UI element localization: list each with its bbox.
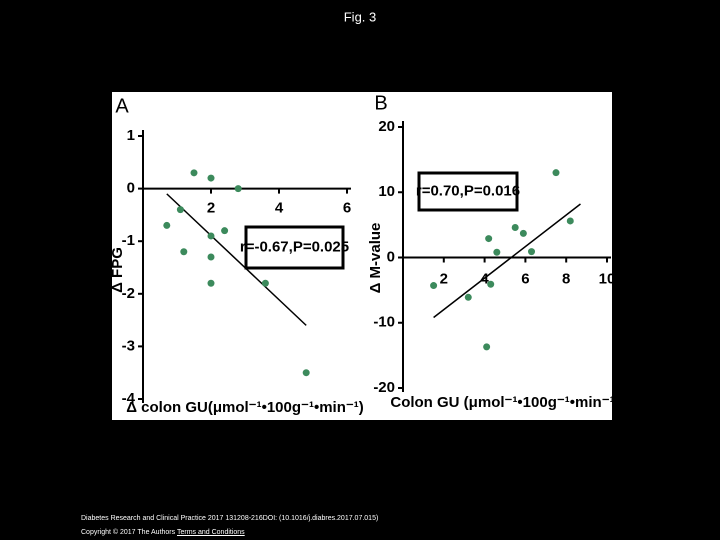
data-point [485,235,493,243]
terms-link[interactable]: Terms and Conditions [176,529,245,536]
data-point [464,293,472,301]
x-tick-label: 6 [343,200,351,217]
annotation: r=0.70,P=0.016 [416,182,520,199]
y-tick-label: 1 [127,127,135,144]
y-tick-label: -20 [373,379,395,396]
data-point [552,169,560,177]
panel-letter: B [374,92,387,114]
figure-panel [112,92,612,420]
data-point [519,229,527,237]
data-point [493,248,501,256]
y-tick-label: -3 [122,337,135,354]
y-tick-label: -2 [122,285,135,302]
y-axis-label: Δ FPG [109,247,126,293]
data-point [207,232,215,240]
y-tick-label: -1 [122,232,135,249]
y-tick-label: 0 [127,180,135,197]
annotation-box [244,225,345,270]
x-axis-label: Δ colon GU(μmol⁻¹•100g⁻¹•min⁻¹) [126,399,364,416]
fit-line [433,203,581,319]
annotation-box [417,171,519,212]
y-tick-label: -10 [373,314,395,331]
slide-title: Fig. 3 [344,9,377,24]
data-point [176,206,184,214]
data-point [566,217,574,225]
copyright: Copyright © 2017 The Authors [81,529,176,536]
data-point [190,169,198,177]
data-point [207,253,215,261]
data-point [221,227,229,235]
data-point [163,221,171,229]
x-tick-label: 2 [440,270,448,287]
panel-letter: A [115,95,129,117]
annotation: r=-0.67,P=0.025 [240,238,349,255]
x-axis-label: Colon GU (μmol⁻¹•100g⁻¹•min⁻¹) [390,394,619,411]
data-point [207,279,215,287]
x-tick-label: 8 [562,270,570,287]
x-tick-label: 2 [207,200,215,217]
data-point [487,280,495,288]
data-point [430,282,438,290]
data-point [511,223,519,231]
data-point [528,248,536,256]
data-point [180,248,188,256]
x-tick-label: 4 [480,270,489,287]
y-axis-label: Δ M-value [367,223,384,294]
y-tick-label: 20 [378,118,395,135]
data-point [207,174,215,182]
data-point [261,279,269,287]
y-tick-label: 0 [387,248,395,265]
data-point [483,343,491,351]
fit-line [166,193,307,326]
x-tick-label: 4 [275,200,284,217]
citation: Diabetes Research and Clinical Practice … [81,515,379,522]
y-tick-label: -4 [122,390,136,407]
y-tick-label: 10 [378,183,395,200]
data-point [302,369,310,377]
data-point [234,185,242,193]
x-tick-label: 10 [599,270,616,287]
copyright-line: Copyright © 2017 The Authors Terms and C… [81,529,245,536]
x-tick-label: 6 [521,270,529,287]
